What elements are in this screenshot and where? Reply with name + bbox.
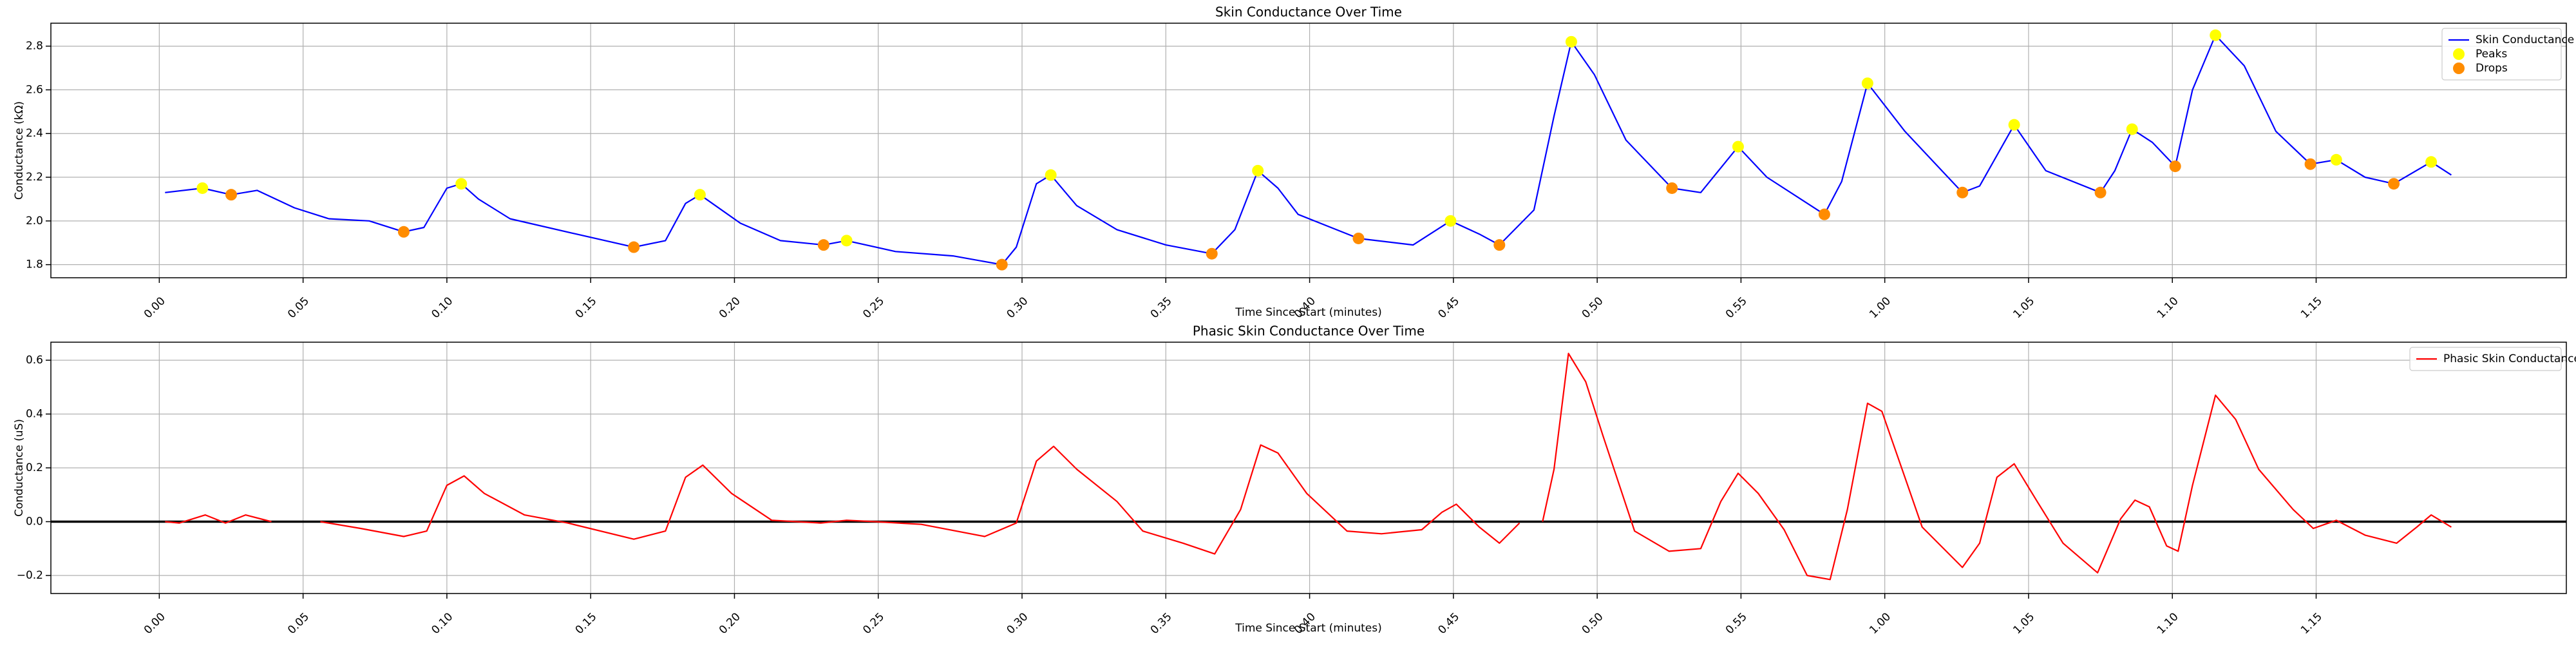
scatter-point bbox=[840, 235, 853, 247]
scatter-point bbox=[2304, 158, 2316, 170]
scatter-point bbox=[225, 189, 237, 201]
scatter-point bbox=[1565, 35, 1577, 48]
scatter-point bbox=[1252, 164, 1264, 177]
y-tick-label: 0.4 bbox=[26, 407, 43, 420]
scatter-point bbox=[1045, 169, 1057, 181]
scatter-point bbox=[196, 182, 209, 194]
y-tick-label: 2.0 bbox=[26, 215, 43, 227]
scatter-point bbox=[455, 178, 468, 190]
y-tick-label: 2.2 bbox=[26, 171, 43, 184]
scatter-point bbox=[2388, 178, 2400, 190]
y-tick-label: 2.8 bbox=[26, 40, 43, 53]
scatter-point bbox=[2169, 160, 2181, 173]
x-axis-label: Time Since Start (minutes) bbox=[1235, 306, 1382, 319]
y-tick-label: 0.6 bbox=[26, 354, 43, 367]
legend-label: Peaks bbox=[2476, 48, 2507, 61]
y-axis-label: Conductance (uS) bbox=[13, 419, 26, 517]
scatter-point bbox=[2126, 123, 2138, 135]
scatter-point bbox=[1861, 77, 1873, 90]
legend-box bbox=[2409, 347, 2562, 371]
axes-frame bbox=[50, 342, 2567, 594]
y-tick-label: 2.6 bbox=[26, 83, 43, 96]
chart-title: Skin Conductance Over Time bbox=[1215, 5, 1402, 20]
y-axis-label: Conductance (kΩ) bbox=[13, 101, 26, 200]
scatter-point bbox=[1666, 182, 1678, 194]
scatter-point bbox=[2425, 156, 2438, 168]
legend-swatch bbox=[2453, 48, 2465, 60]
scatter-point bbox=[2210, 29, 2222, 41]
scatter-point bbox=[397, 226, 410, 238]
scatter-point bbox=[1352, 232, 1365, 244]
legend-swatch bbox=[2453, 63, 2465, 74]
y-tick-label: −0.2 bbox=[17, 569, 43, 582]
scatter-point bbox=[1444, 215, 1457, 227]
scatter-point bbox=[2008, 119, 2020, 131]
scatter-point bbox=[1732, 140, 1744, 153]
scatter-point bbox=[996, 258, 1008, 271]
y-tick-label: 0.2 bbox=[26, 461, 43, 474]
scatter-point bbox=[2330, 153, 2342, 166]
chart-title: Phasic Skin Conductance Over Time bbox=[1193, 324, 1425, 339]
legend-label: Skin Conductance bbox=[2476, 34, 2574, 46]
scatter-point bbox=[1493, 239, 1506, 251]
scatter-point bbox=[628, 241, 640, 253]
scatter-point bbox=[1818, 208, 1830, 220]
y-tick-label: 1.8 bbox=[26, 258, 43, 271]
y-tick-label: 0.0 bbox=[26, 516, 43, 528]
y-tick-label: 2.4 bbox=[26, 127, 43, 140]
series-line bbox=[165, 352, 2452, 581]
legend-label: Phasic Skin Conductance bbox=[2443, 352, 2576, 365]
legend-label: Drops bbox=[2476, 62, 2508, 75]
scatter-point bbox=[2094, 186, 2107, 198]
axes-frame bbox=[50, 23, 2567, 278]
x-axis-label: Time Since Start (minutes) bbox=[1235, 622, 1382, 635]
scatter-point bbox=[1206, 247, 1218, 260]
legend-box bbox=[2441, 28, 2562, 81]
scatter-point bbox=[1956, 186, 1969, 198]
scatter-point bbox=[694, 189, 706, 201]
scatter-point bbox=[817, 239, 829, 251]
